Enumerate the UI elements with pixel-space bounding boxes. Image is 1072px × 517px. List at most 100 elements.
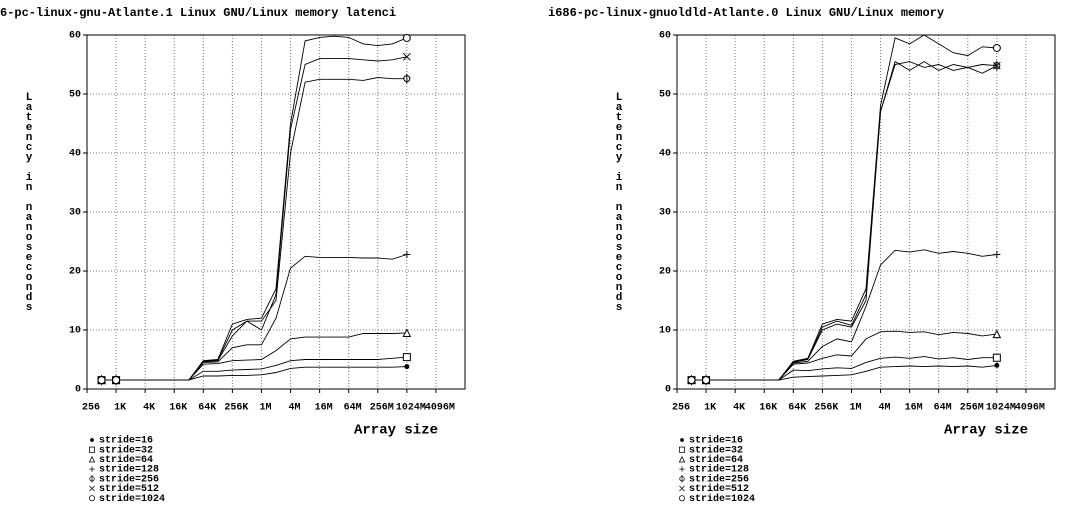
marker <box>687 376 696 385</box>
y-axis-label: Latency in nanoseconds <box>23 92 35 312</box>
chart-panel: 6-pc-linux-gnu-Atlante.1 Linux GNU/Linux… <box>0 6 466 505</box>
x-tick-label: 1M <box>259 403 271 414</box>
y-tick-label: 50 <box>659 90 671 101</box>
series-line <box>101 56 407 381</box>
series-line <box>101 254 407 381</box>
marker <box>402 353 411 362</box>
y-tick-label: 0 <box>665 385 671 396</box>
y-tick-label: 20 <box>69 267 81 278</box>
x-tick-label: 64K <box>198 403 216 414</box>
legend-marker <box>679 446 685 453</box>
x-tick-label: 4M <box>289 403 301 414</box>
series-line <box>691 330 997 381</box>
legend-label: stride=128 <box>99 464 159 476</box>
y-tick-label: 10 <box>69 326 81 337</box>
plot-frame <box>676 34 1056 390</box>
marker <box>402 33 411 42</box>
x-tick-label: 4M <box>879 403 891 414</box>
legend-marker <box>89 495 95 502</box>
x-tick-label: 64K <box>788 403 806 414</box>
marker <box>992 43 1001 52</box>
series-line <box>691 356 997 381</box>
x-tick-label: 16M <box>315 403 333 414</box>
legend-marker <box>679 495 685 502</box>
legend-label: stride=1024 <box>99 493 165 505</box>
y-tick-label: 40 <box>69 149 81 160</box>
x-axis-label: Array size <box>354 423 438 439</box>
y-tick-label: 30 <box>659 208 671 219</box>
legend-label: stride=128 <box>689 464 749 476</box>
series-line <box>101 332 407 381</box>
marker <box>992 353 1001 362</box>
legend-label: stride=16 <box>689 435 743 447</box>
x-tick-label: 1K <box>704 403 716 414</box>
legend-label: stride=32 <box>689 444 743 456</box>
series-line <box>691 34 997 381</box>
series-line <box>101 77 407 381</box>
series-line <box>101 356 407 381</box>
marker <box>702 376 711 385</box>
chart-title: 6-pc-linux-gnu-Atlante.1 Linux GNU/Linux… <box>0 6 396 20</box>
legend-label: stride=32 <box>99 444 153 456</box>
marker <box>97 376 106 385</box>
x-tick-label: 16M <box>905 403 923 414</box>
legend-marker <box>679 485 685 492</box>
x-tick-label: 16K <box>759 403 777 414</box>
x-tick-label: 4096M <box>425 403 455 414</box>
series-line <box>101 366 407 381</box>
x-tick-label: 256 <box>672 403 690 414</box>
legend-label: stride=512 <box>99 483 159 495</box>
marker <box>112 376 121 385</box>
series-line <box>691 249 997 381</box>
marker <box>992 329 1002 339</box>
chart-panel: i686-pc-linux-gnuoldld-Atlante.0 Linux G… <box>548 6 1056 505</box>
y-tick-label: 60 <box>659 31 671 42</box>
legend-marker <box>89 466 95 472</box>
legend-marker <box>680 438 684 442</box>
x-tick-label: 1M <box>849 403 861 414</box>
legend-marker <box>90 438 94 442</box>
y-axis-label: Latency in nanoseconds <box>613 92 625 312</box>
legend-marker <box>679 466 685 472</box>
x-tick-label: 4K <box>733 403 745 414</box>
legend-marker <box>89 485 95 492</box>
y-tick-label: 30 <box>69 208 81 219</box>
marker <box>992 61 1001 70</box>
legend-marker <box>678 455 686 463</box>
x-tick-label: 64M <box>344 403 362 414</box>
chart-title: i686-pc-linux-gnuoldld-Atlante.0 Linux G… <box>548 6 944 20</box>
x-tick-label: 4096M <box>1015 403 1045 414</box>
x-tick-label: 64M <box>934 403 952 414</box>
series-line <box>691 364 997 381</box>
marker <box>402 328 412 337</box>
marker <box>994 362 1000 368</box>
x-tick-label: 256K <box>224 403 248 414</box>
plot-frame <box>86 34 466 390</box>
series-line <box>101 35 407 381</box>
x-tick-label: 256K <box>814 403 838 414</box>
legend-label: stride=16 <box>99 435 153 447</box>
y-tick-label: 10 <box>659 326 671 337</box>
y-tick-label: 50 <box>69 90 81 101</box>
x-tick-label: 16K <box>169 403 187 414</box>
marker <box>403 73 411 84</box>
legend-label: stride=512 <box>689 483 749 495</box>
x-tick-label: 1024M <box>396 403 426 414</box>
legend-label: stride=64 <box>99 454 153 466</box>
legend-marker <box>89 475 95 483</box>
legend-label: stride=256 <box>99 473 159 485</box>
marker <box>404 364 410 370</box>
y-tick-label: 0 <box>75 385 81 396</box>
x-tick-label: 1K <box>114 403 126 414</box>
y-tick-label: 60 <box>69 31 81 42</box>
legend-marker <box>89 446 95 453</box>
x-tick-label: 256M <box>370 403 394 414</box>
marker <box>993 250 1001 258</box>
x-tick-label: 1024M <box>986 403 1016 414</box>
legend-label: stride=1024 <box>689 493 755 505</box>
marker <box>403 250 411 258</box>
x-axis-label: Array size <box>944 423 1028 439</box>
legend-label: stride=64 <box>689 454 743 466</box>
legend-marker <box>88 455 96 463</box>
y-tick-label: 20 <box>659 267 671 278</box>
